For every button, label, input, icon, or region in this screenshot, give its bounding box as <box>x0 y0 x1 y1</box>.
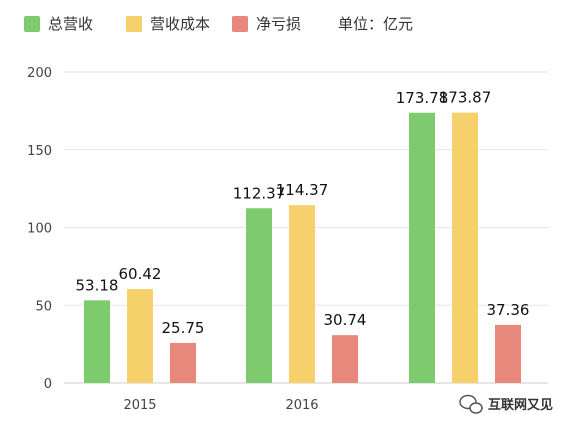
y-tick-label: 200 <box>27 66 52 81</box>
y-tick-label: 0 <box>44 377 52 392</box>
watermark-text: 互联网又见 <box>488 398 553 413</box>
legend-label-cost-of-revenue: 营收成本 <box>150 15 210 33</box>
legend-label-total-revenue: 总营收 <box>48 15 93 33</box>
y-axis-ticks: 0 50 100 150 200 <box>27 66 52 392</box>
x-tick-label: 2015 <box>123 398 156 413</box>
bar-net-loss-2016 <box>332 335 358 383</box>
bar-cost-of-revenue-2016 <box>289 205 315 383</box>
x-tick-label: 2016 <box>285 398 318 413</box>
y-tick-label: 50 <box>35 299 52 314</box>
watermark: 互联网又见 <box>450 388 572 418</box>
data-label-cost-of-revenue-2017: 173.87 <box>439 89 492 107</box>
bar-cost-of-revenue-2015 <box>127 289 153 383</box>
bars <box>84 112 521 384</box>
x-axis-ticks: 2015201620 <box>123 398 473 413</box>
data-label-net-loss-2017: 37.36 <box>487 301 530 319</box>
data-label-total-revenue-2016: 112.37 <box>233 184 286 202</box>
legend-swatch-cost-of-revenue <box>126 16 142 32</box>
legend: 总营收 营收成本 净亏损 单位：亿元 <box>24 15 413 33</box>
bar-total-revenue-2016 <box>246 208 272 383</box>
data-label-net-loss-2016: 30.74 <box>324 311 367 329</box>
data-label-cost-of-revenue-2015: 60.42 <box>119 265 162 283</box>
legend-swatch-total-revenue <box>24 16 40 32</box>
bar-total-revenue-2015 <box>84 300 110 383</box>
data-label-cost-of-revenue-2016: 114.37 <box>276 181 329 199</box>
data-label-net-loss-2015: 25.75 <box>162 319 205 337</box>
y-tick-label: 150 <box>27 144 52 159</box>
wechat-bubble-icon <box>459 394 483 414</box>
bar-cost-of-revenue-2017 <box>452 112 478 384</box>
bar-total-revenue-2017 <box>409 112 435 384</box>
y-tick-label: 100 <box>27 222 52 237</box>
data-label-total-revenue-2015: 53.18 <box>76 276 119 294</box>
bar-net-loss-2015 <box>170 342 196 383</box>
unit-label: 单位：亿元 <box>338 15 413 33</box>
data-label-total-revenue-2017: 173.78 <box>396 89 449 107</box>
bar-net-loss-2017 <box>495 324 521 383</box>
legend-swatch-net-loss <box>232 16 248 32</box>
legend-label-net-loss: 净亏损 <box>256 15 301 33</box>
